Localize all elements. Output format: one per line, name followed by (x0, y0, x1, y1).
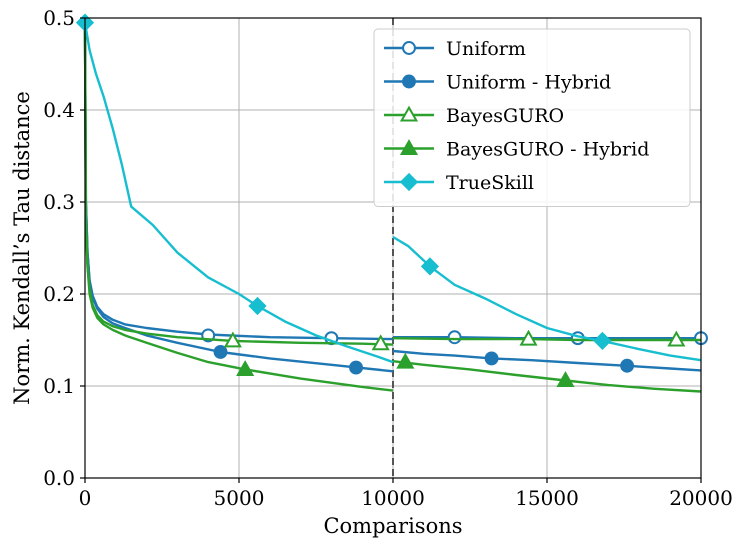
legend-item: TrueSkill (384, 172, 534, 194)
series-4 (75, 13, 702, 364)
series-layer (75, 13, 708, 393)
x-tick-label: 20000 (669, 486, 733, 510)
legend-marker (399, 105, 419, 122)
data-point (484, 351, 499, 366)
data-point (248, 296, 267, 316)
series-line (392, 337, 701, 342)
y-tick-label: 0.5 (43, 6, 75, 30)
data-point (447, 330, 462, 345)
data-point (213, 345, 228, 359)
y-tick-label: 0.0 (43, 466, 75, 490)
data-point (236, 360, 255, 376)
y-tick-label: 0.1 (43, 374, 75, 398)
series-3 (83, 27, 702, 393)
legend-label: Uniform - Hybrid (446, 72, 611, 94)
legend-label: BayesGURO - Hybrid (446, 139, 649, 161)
y-axis-title: Norm. Kendall’s Tau distance (10, 91, 34, 405)
x-tick-label: 10000 (361, 486, 425, 510)
data-point (371, 334, 390, 351)
data-point (349, 360, 363, 375)
legend-label: BayesGURO (446, 105, 564, 127)
y-tick-label: 0.4 (43, 98, 75, 122)
legend-item: BayesGURO - Hybrid (384, 139, 649, 161)
y-tick-label: 0.2 (43, 282, 75, 306)
data-point (420, 257, 440, 276)
legend-marker (399, 172, 419, 192)
data-point (556, 371, 575, 387)
legend-label: TrueSkill (446, 172, 534, 194)
series-line (393, 336, 701, 340)
data-point (667, 330, 686, 347)
legend-item: Uniform - Hybrid (384, 72, 611, 94)
series-line (392, 349, 702, 372)
series-line (83, 27, 394, 392)
axis-ticks: 0 5000 10000 15000 20000 0.0 0.1 0.2 0.3 0.4 0.5 (43, 6, 733, 510)
legend: Uniform Uniform - Hybrid BayesGURO BayesGUR… (373, 28, 691, 207)
y-tick-label: 0.3 (43, 190, 75, 214)
data-point (620, 358, 635, 373)
series-line (83, 22, 394, 364)
data-point (593, 331, 612, 351)
legend-item: BayesGURO (384, 105, 564, 127)
x-tick-label: 5000 (214, 486, 265, 510)
legend-label: Uniform (446, 38, 526, 60)
legend-item: Uniform (384, 38, 526, 60)
x-tick-label: 15000 (515, 486, 579, 510)
series-line (392, 360, 702, 393)
legend-box (373, 28, 691, 207)
legend-marker (402, 74, 416, 89)
x-tick-label: 0 (79, 486, 92, 510)
data-point (223, 331, 242, 348)
x-axis-title: Comparisons (323, 514, 462, 538)
data-point (519, 329, 538, 346)
legend-marker (399, 139, 419, 156)
legend-marker (402, 41, 416, 55)
data-point (396, 352, 415, 369)
